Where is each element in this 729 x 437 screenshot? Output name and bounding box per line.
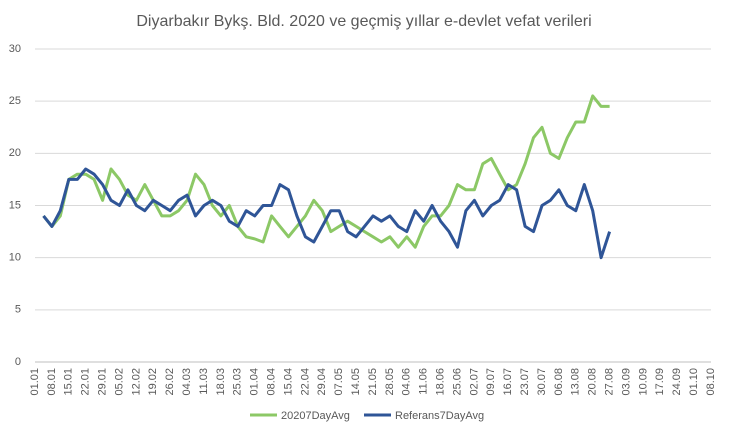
- x-tick-label: 28.05: [384, 368, 396, 396]
- x-tick-label: 30.07: [536, 368, 548, 396]
- legend-label: Referans7DayAvg: [395, 410, 484, 422]
- x-tick-label: 13.08: [570, 368, 582, 396]
- x-tick-label: 25.06: [451, 368, 463, 396]
- x-tick-label: 12.02: [130, 368, 142, 396]
- y-tick-label: 10: [9, 252, 21, 264]
- x-tick-label: 21.05: [367, 368, 379, 396]
- x-tick-label: 05.02: [113, 368, 125, 396]
- x-tick-label: 08.04: [266, 368, 278, 396]
- x-tick-label: 17.09: [654, 368, 666, 396]
- legend-label: 20207DayAvg: [281, 410, 350, 422]
- series-line: [42, 167, 612, 260]
- x-tick-label: 18.03: [215, 368, 227, 396]
- x-tick-label: 04.06: [401, 368, 413, 396]
- y-tick-label: 15: [9, 199, 21, 211]
- x-tick-label: 10.09: [637, 368, 649, 396]
- x-tick-label: 26.02: [164, 368, 176, 396]
- x-tick-label: 27.08: [604, 368, 616, 396]
- x-tick-label: 20.08: [587, 368, 599, 396]
- x-tick-label: 25.03: [232, 368, 244, 396]
- x-tick-label: 08.01: [46, 368, 58, 396]
- x-tick-label: 29.01: [97, 368, 109, 396]
- x-tick-label: 01.10: [688, 368, 700, 396]
- x-tick-label: 01.04: [249, 368, 261, 396]
- y-tick-label: 25: [9, 95, 21, 107]
- x-tick-label: 06.08: [553, 368, 565, 396]
- y-tick-label: 30: [9, 43, 21, 55]
- x-tick-label: 19.02: [147, 368, 159, 396]
- x-tick-label: 29.04: [316, 368, 328, 396]
- y-tick-label: 5: [15, 304, 21, 316]
- x-tick-label: 22.01: [80, 368, 92, 396]
- x-tick-label: 08.10: [705, 368, 717, 396]
- x-tick-label: 23.07: [519, 368, 531, 396]
- x-tick-label: 03.09: [620, 368, 632, 396]
- x-tick-label: 01.01: [29, 368, 41, 396]
- x-tick-label: 11.06: [418, 368, 430, 395]
- x-tick-label: 11.03: [198, 368, 210, 395]
- x-tick-label: 22.04: [299, 368, 311, 396]
- y-tick-label: 20: [9, 147, 21, 159]
- x-tick-label: 15.01: [63, 368, 75, 396]
- x-tick-label: 18.06: [435, 368, 447, 396]
- x-tick-label: 04.03: [181, 368, 193, 396]
- x-tick-label: 02.07: [468, 368, 480, 396]
- x-tick-label: 14.05: [350, 368, 362, 396]
- y-tick-label: 0: [15, 356, 21, 368]
- x-tick-label: 24.09: [671, 368, 683, 396]
- x-tick-label: 16.07: [502, 368, 514, 396]
- chart-title: Diyarbakır Bykş. Bld. 2020 ve geçmiş yıl…: [136, 13, 591, 30]
- x-tick-label: 07.05: [333, 368, 345, 396]
- x-tick-label: 15.04: [282, 368, 294, 396]
- x-tick-label: 09.07: [485, 368, 497, 396]
